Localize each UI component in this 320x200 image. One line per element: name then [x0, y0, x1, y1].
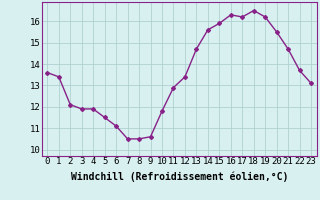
X-axis label: Windchill (Refroidissement éolien,°C): Windchill (Refroidissement éolien,°C): [70, 172, 288, 182]
